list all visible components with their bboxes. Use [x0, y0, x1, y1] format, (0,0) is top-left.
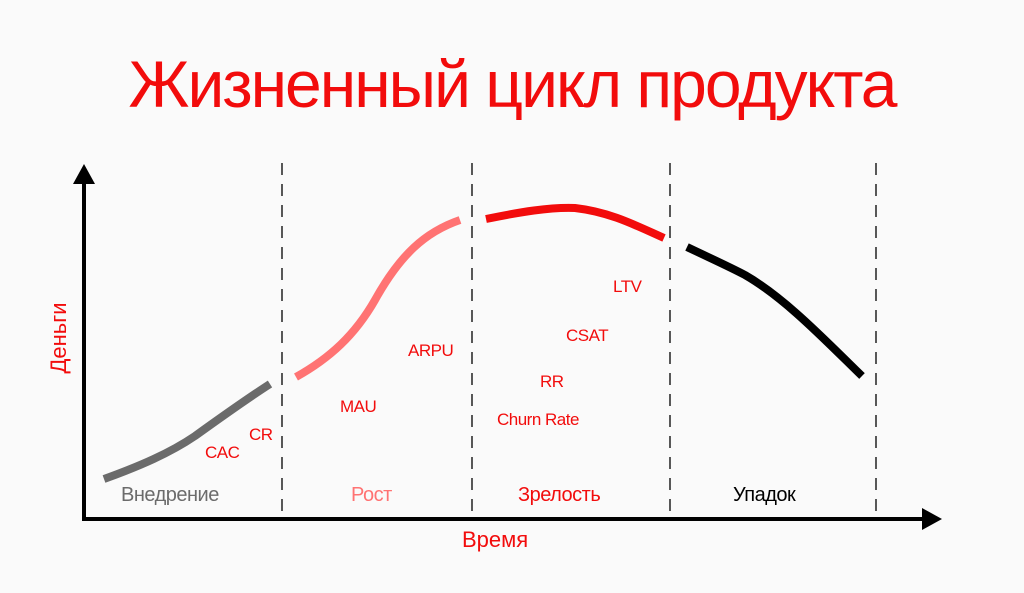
y-axis-label: Деньги	[46, 302, 71, 374]
stage-label-maturity: Зрелость	[518, 484, 601, 506]
y-axis-arrow-icon	[73, 164, 95, 184]
metric-ltv: LTV	[613, 277, 642, 296]
metric-arpu: ARPU	[408, 341, 454, 360]
stage-label-growth: Рост	[351, 484, 392, 506]
x-axis-label: Время	[462, 527, 529, 552]
metric-cr: CR	[249, 425, 273, 444]
x-axis-arrow-icon	[922, 508, 942, 530]
metric-rr: RR	[540, 372, 564, 391]
curve-decline	[685, 243, 865, 379]
page-title: Жизненный цикл продукта	[128, 47, 898, 121]
metric-cac: CAC	[205, 443, 240, 462]
metric-csat: CSAT	[566, 326, 609, 345]
stage-label-decline: Упадок	[733, 484, 796, 506]
curve-growth	[294, 216, 462, 381]
stage-dividers	[281, 163, 877, 518]
stage-label-introduction: Внедрение	[121, 484, 219, 506]
metric-mau: MAU	[340, 397, 377, 416]
curve-maturity	[485, 203, 666, 242]
curve-introduction	[102, 380, 273, 483]
metric-churn-rate: Churn Rate	[497, 410, 579, 429]
